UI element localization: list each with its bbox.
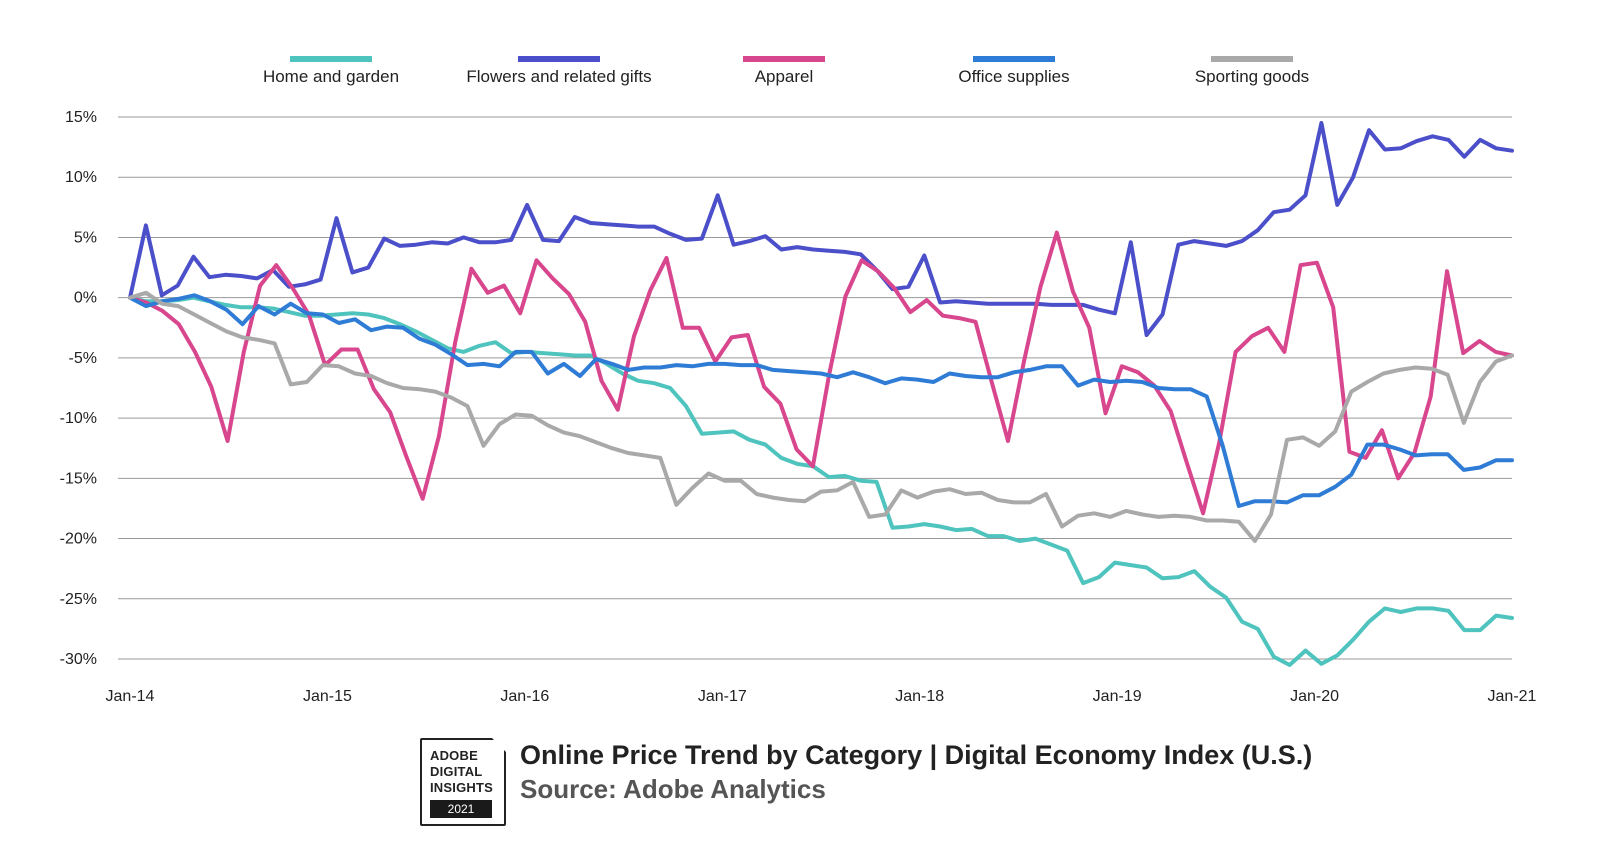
badge-year: 2021 [430,800,492,818]
series-line-office-supplies [128,293,1514,508]
y-tick-label: 10% [65,169,97,186]
series-line-flowers-and-related-gifts [128,121,1514,337]
x-tick-label: Jan-17 [698,688,747,705]
badge-text: ADOBE DIGITAL INSIGHTS [430,748,493,796]
badge-line-3: INSIGHTS [430,780,493,795]
y-axis-ticks: 15% 10% 5% 0% -5% -10% -15% -20% -25% -30% [60,109,97,668]
y-tick-label: -20% [60,531,97,548]
y-tick-label: -25% [60,591,97,608]
y-tick-label: -30% [60,651,97,668]
y-tick-label: 15% [65,109,97,126]
y-tick-label: 5% [74,229,97,246]
y-tick-label: 0% [74,290,97,307]
x-tick-label: Jan-20 [1290,688,1339,705]
adobe-digital-insights-logo: ADOBE DIGITAL INSIGHTS 2021 [420,738,506,826]
chart-footer: ADOBE DIGITAL INSIGHTS 2021 Online Price… [420,738,1320,828]
x-tick-label: Jan-19 [1093,688,1142,705]
badge-corner-notch [492,738,506,752]
chart-source: Source: Adobe Analytics [520,774,826,804]
series-line-home-and-garden [128,295,1514,667]
series-line-apparel [128,230,1514,516]
x-axis-ticks: Jan-14 Jan-15 Jan-16 Jan-17 Jan-18 Jan-19 Jan-… [106,688,1537,705]
legend-label: Office supplies [958,67,1069,86]
legend: Home and garden Flowers and related gifts… [263,56,1309,86]
y-tick-label: -15% [60,470,97,487]
badge-line-1: ADOBE [430,748,478,763]
x-tick-label: Jan-15 [303,688,352,705]
legend-label: Apparel [755,67,814,86]
y-tick-label: -5% [69,350,97,367]
series-line-sporting-goods [128,290,1514,543]
x-tick-label: Jan-14 [106,688,155,705]
legend-label: Home and garden [263,67,399,86]
chart-title: Online Price Trend by Category | Digital… [520,740,1313,770]
x-tick-label: Jan-18 [895,688,944,705]
legend-label: Sporting goods [1195,67,1309,86]
series-lines [128,121,1514,667]
badge-line-2: DIGITAL [430,764,483,779]
x-tick-label: Jan-21 [1488,688,1537,705]
y-tick-label: -10% [60,410,97,427]
legend-label: Flowers and related gifts [466,67,651,86]
x-tick-label: Jan-16 [500,688,549,705]
